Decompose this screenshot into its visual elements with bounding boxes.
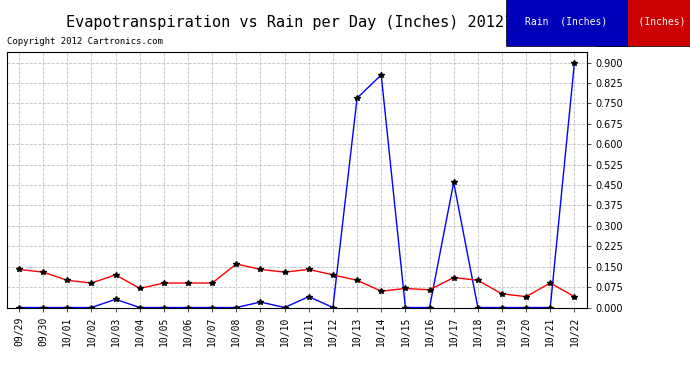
Text: Copyright 2012 Cartronics.com: Copyright 2012 Cartronics.com — [7, 38, 163, 46]
Text: Rain  (Inches): Rain (Inches) — [525, 17, 607, 27]
Text: ET  (Inches): ET (Inches) — [615, 17, 686, 27]
Text: Evapotranspiration vs Rain per Day (Inches) 20121023: Evapotranspiration vs Rain per Day (Inch… — [66, 15, 541, 30]
